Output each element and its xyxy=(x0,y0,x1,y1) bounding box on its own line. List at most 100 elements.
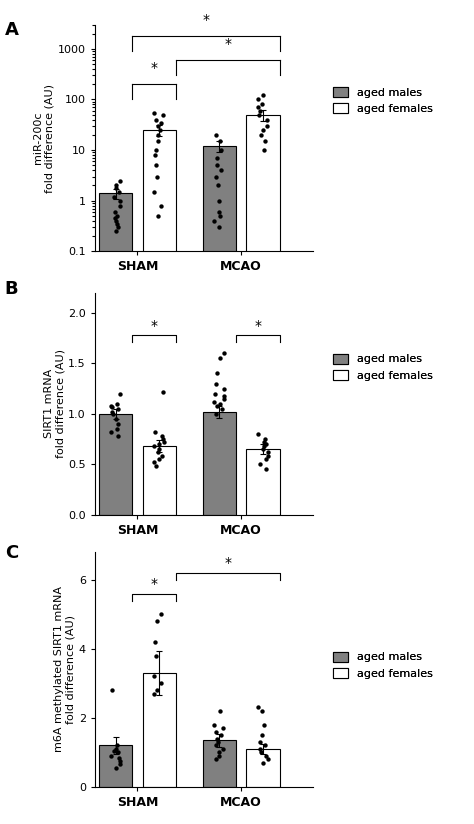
Point xyxy=(112,181,119,194)
Point xyxy=(151,635,158,648)
Point xyxy=(111,205,118,218)
Point xyxy=(157,116,165,129)
Point xyxy=(264,752,272,765)
Text: *: * xyxy=(224,37,231,51)
Point xyxy=(117,387,124,400)
Point xyxy=(155,446,162,459)
Point xyxy=(114,221,122,234)
Point xyxy=(155,438,163,451)
Point xyxy=(158,677,165,690)
Point xyxy=(259,756,267,770)
Point xyxy=(150,440,158,453)
Text: *: * xyxy=(224,556,231,570)
Bar xyxy=(203,740,236,787)
Point xyxy=(108,399,115,412)
Bar xyxy=(246,749,280,787)
Legend: aged males, aged females: aged males, aged females xyxy=(333,652,433,679)
Point xyxy=(259,98,266,111)
Point xyxy=(112,214,120,227)
Point xyxy=(212,752,220,765)
Point xyxy=(263,453,270,466)
Point xyxy=(213,725,220,738)
Point xyxy=(216,397,224,410)
Text: A: A xyxy=(5,21,18,39)
Point xyxy=(155,129,162,142)
Point xyxy=(116,758,124,771)
Point xyxy=(218,402,226,415)
Point xyxy=(115,402,122,415)
Point xyxy=(262,438,270,451)
Point xyxy=(159,108,167,121)
Point xyxy=(212,170,220,183)
Point xyxy=(217,164,224,177)
Point xyxy=(215,221,222,234)
Point xyxy=(116,199,123,213)
Text: *: * xyxy=(150,319,157,333)
Text: C: C xyxy=(5,544,18,562)
Point xyxy=(261,436,268,449)
Point xyxy=(259,124,267,137)
Point xyxy=(114,397,121,410)
Point xyxy=(109,407,117,420)
Point xyxy=(110,744,118,757)
Bar xyxy=(143,447,176,515)
Point xyxy=(216,134,223,147)
Point xyxy=(112,742,119,756)
Point xyxy=(150,106,158,119)
Bar xyxy=(99,414,132,515)
Bar xyxy=(246,115,280,824)
Point xyxy=(217,143,225,157)
Point xyxy=(114,746,121,759)
Text: *: * xyxy=(150,61,157,75)
Point xyxy=(113,218,120,231)
Point xyxy=(152,143,160,157)
Point xyxy=(154,134,161,147)
Point xyxy=(116,755,123,768)
Point xyxy=(151,148,159,162)
Text: *: * xyxy=(202,13,210,27)
Point xyxy=(210,719,218,732)
Point xyxy=(111,212,118,225)
Y-axis label: miR-200c
fold difference (AU): miR-200c fold difference (AU) xyxy=(33,83,55,193)
Point xyxy=(113,209,121,222)
Point xyxy=(261,134,269,147)
Point xyxy=(264,113,271,126)
Point xyxy=(220,392,228,405)
Point xyxy=(158,429,165,442)
Point xyxy=(109,684,116,697)
Point xyxy=(219,722,227,735)
Point xyxy=(115,185,122,199)
Point xyxy=(214,736,221,749)
Point xyxy=(260,719,268,732)
Point xyxy=(109,400,116,414)
Point xyxy=(256,742,264,756)
Point xyxy=(214,179,221,192)
Y-axis label: m6A methylated SIRT1 mRNA
fold difference (AU): m6A methylated SIRT1 mRNA fold differenc… xyxy=(54,587,76,752)
Point xyxy=(220,389,228,402)
Point xyxy=(220,347,228,360)
Point xyxy=(213,399,221,412)
Point xyxy=(254,701,262,714)
Point xyxy=(255,101,262,114)
Point xyxy=(155,453,163,466)
Point xyxy=(150,185,158,199)
Point xyxy=(110,190,118,204)
Point xyxy=(262,749,270,762)
Point xyxy=(261,739,269,752)
Point xyxy=(213,152,221,165)
Point xyxy=(257,746,264,759)
Point xyxy=(258,728,266,742)
Point xyxy=(256,458,264,471)
Point xyxy=(212,129,219,142)
Point xyxy=(109,405,116,419)
Bar xyxy=(143,673,176,787)
Point xyxy=(158,199,165,213)
Point xyxy=(257,129,264,142)
Point xyxy=(113,761,120,775)
Y-axis label: SIRT1 mRNA
fold difference (AU): SIRT1 mRNA fold difference (AU) xyxy=(44,349,65,458)
Point xyxy=(113,739,121,752)
Point xyxy=(255,428,262,441)
Point xyxy=(260,440,268,453)
Point xyxy=(158,450,165,463)
Point xyxy=(152,113,160,126)
